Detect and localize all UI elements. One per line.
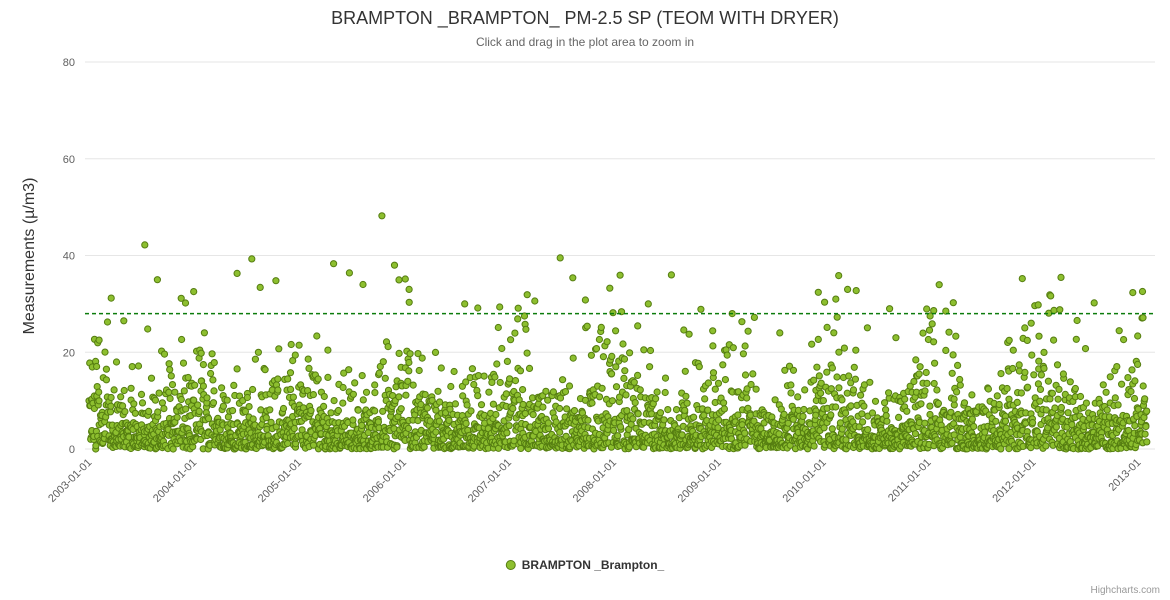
svg-text:2004-01-01: 2004-01-01 xyxy=(151,457,199,505)
svg-text:20: 20 xyxy=(63,347,75,359)
legend-marker-icon xyxy=(505,560,516,570)
scatter-points[interactable] xyxy=(85,212,1151,453)
svg-text:40: 40 xyxy=(63,251,75,263)
svg-text:2005-01-01: 2005-01-01 xyxy=(256,457,304,505)
y-axis-labels: 0 20 40 60 80 xyxy=(63,57,75,456)
svg-text:2011-01-01: 2011-01-01 xyxy=(886,457,934,505)
svg-text:2008-01-01: 2008-01-01 xyxy=(571,457,619,505)
svg-text:2009-01-01: 2009-01-01 xyxy=(676,457,724,505)
svg-text:2013-01: 2013-01 xyxy=(1106,457,1143,494)
chart-title: BRAMPTON _BRAMPTON_ PM-2.5 SP (TEOM WITH… xyxy=(331,8,839,28)
svg-text:0: 0 xyxy=(69,444,75,456)
svg-text:60: 60 xyxy=(63,154,75,166)
chart-subtitle: Click and drag in the plot area to zoom … xyxy=(475,35,695,49)
svg-text:2010-01-01: 2010-01-01 xyxy=(781,457,829,505)
y-axis-title: Measurements (µ/m3) xyxy=(21,177,38,335)
legend-item[interactable]: BRAMPTON _Brampton_ xyxy=(505,558,665,572)
legend-label: BRAMPTON _Brampton_ xyxy=(521,558,665,572)
highcharts-credits[interactable]: Highcharts.com xyxy=(1090,585,1160,596)
svg-text:2012-01-01: 2012-01-01 xyxy=(990,457,1038,505)
svg-text:2007-01-01: 2007-01-01 xyxy=(466,457,514,505)
svg-text:80: 80 xyxy=(63,57,75,69)
svg-text:2003-01-01: 2003-01-01 xyxy=(46,457,94,505)
svg-text:2006-01-01: 2006-01-01 xyxy=(361,457,409,505)
x-axis-labels: 2003-01-01 2004-01-01 2005-01-01 2006-01-01… xyxy=(46,457,1143,505)
